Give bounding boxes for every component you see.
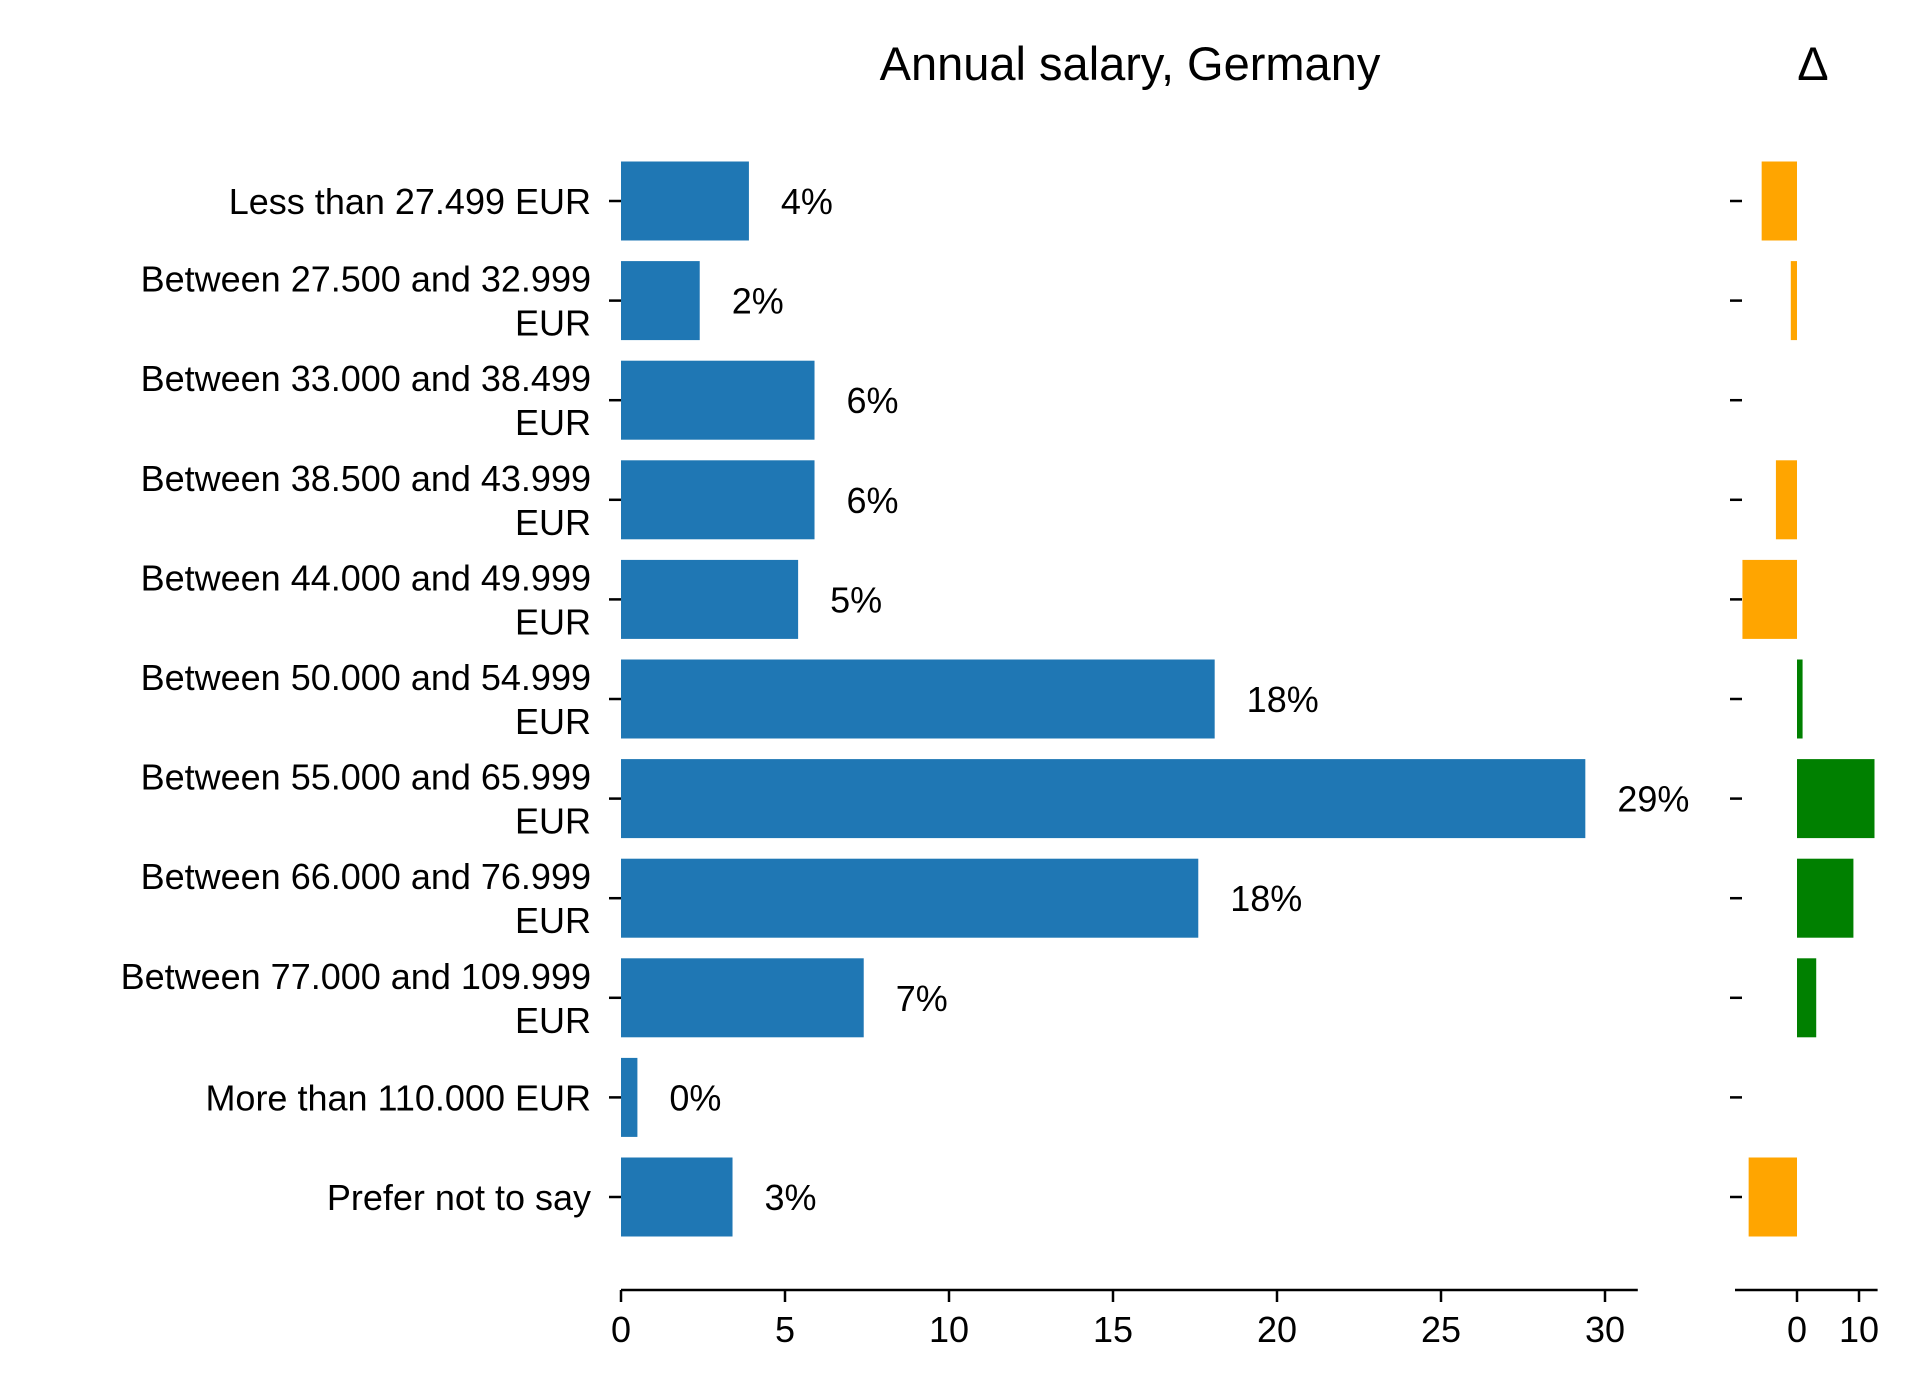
bar-7 (621, 858, 1199, 938)
value-label-9: 0% (669, 1077, 721, 1118)
bar-10 (621, 1157, 733, 1237)
delta-x-tick-label-0: 0 (1787, 1309, 1807, 1350)
category-label-10-0: Prefer not to say (327, 1177, 591, 1218)
delta-bar-1 (1790, 261, 1797, 341)
x-tick-label-3: 15 (1093, 1309, 1133, 1350)
x-tick-label-4: 20 (1257, 1309, 1297, 1350)
value-label-5: 18% (1247, 679, 1319, 720)
delta-bar-4 (1742, 559, 1797, 639)
category-label-5-0: Between 50.000 and 54.999 (141, 657, 591, 698)
bar-5 (621, 659, 1215, 739)
category-label-4-1: EUR (515, 601, 591, 642)
category-label-3-0: Between 38.500 and 43.999 (141, 458, 591, 499)
delta-bar-0 (1761, 161, 1797, 241)
value-label-1: 2% (732, 281, 784, 322)
category-label-6-0: Between 55.000 and 65.999 (141, 757, 591, 798)
value-label-4: 5% (830, 579, 882, 620)
category-label-7-0: Between 66.000 and 76.999 (141, 856, 591, 897)
delta-bar-5 (1797, 659, 1803, 739)
category-label-9-0: More than 110.000 EUR (205, 1077, 591, 1118)
bar-2 (621, 360, 815, 440)
delta-bar-6 (1797, 759, 1875, 839)
bar-4 (621, 559, 799, 639)
bar-0 (621, 161, 749, 241)
x-tick-label-6: 30 (1585, 1309, 1625, 1350)
delta-bar-10 (1748, 1157, 1797, 1237)
delta-bar-3 (1775, 460, 1797, 540)
x-tick-label-2: 10 (929, 1309, 969, 1350)
category-label-4-0: Between 44.000 and 49.999 (141, 557, 591, 598)
x-tick-label-1: 5 (775, 1309, 795, 1350)
value-label-7: 18% (1230, 878, 1302, 919)
category-label-7-1: EUR (515, 900, 591, 941)
value-label-6: 29% (1617, 779, 1689, 820)
value-label-3: 6% (847, 480, 899, 521)
category-label-3-1: EUR (515, 502, 591, 543)
bar-3 (621, 460, 815, 540)
category-label-0-0: Less than 27.499 EUR (229, 181, 591, 222)
bar-6 (621, 759, 1586, 839)
delta-chart-title: Δ (1797, 37, 1828, 90)
delta-bar-7 (1797, 858, 1854, 938)
main-chart-title: Annual salary, Germany (880, 37, 1381, 90)
delta-bar-8 (1797, 958, 1817, 1038)
bar-8 (621, 958, 864, 1038)
bar-1 (621, 261, 700, 341)
category-label-2-1: EUR (515, 402, 591, 443)
x-tick-label-0: 0 (611, 1309, 631, 1350)
delta-bar-chart: 0 10 (1730, 161, 1879, 1350)
bar-9 (621, 1057, 638, 1137)
value-label-2: 6% (847, 380, 899, 421)
category-label-5-1: EUR (515, 701, 591, 742)
category-label-2-0: Between 33.000 and 38.499 (141, 358, 591, 399)
value-label-10: 3% (765, 1177, 817, 1218)
x-tick-label-5: 25 (1421, 1309, 1461, 1350)
value-label-0: 4% (781, 181, 833, 222)
value-label-8: 7% (896, 978, 948, 1019)
delta-x-tick-label-1: 10 (1839, 1309, 1879, 1350)
category-label-6-1: EUR (515, 801, 591, 842)
category-label-8-0: Between 77.000 and 109.999 (121, 956, 591, 997)
category-label-1-0: Between 27.500 and 32.999 (141, 259, 591, 300)
main-bar-chart: 4% Less than 27.499 EUR 2% Between 27.500 a… (121, 161, 1689, 1350)
category-label-8-1: EUR (515, 1000, 591, 1041)
category-label-1-1: EUR (515, 303, 591, 344)
